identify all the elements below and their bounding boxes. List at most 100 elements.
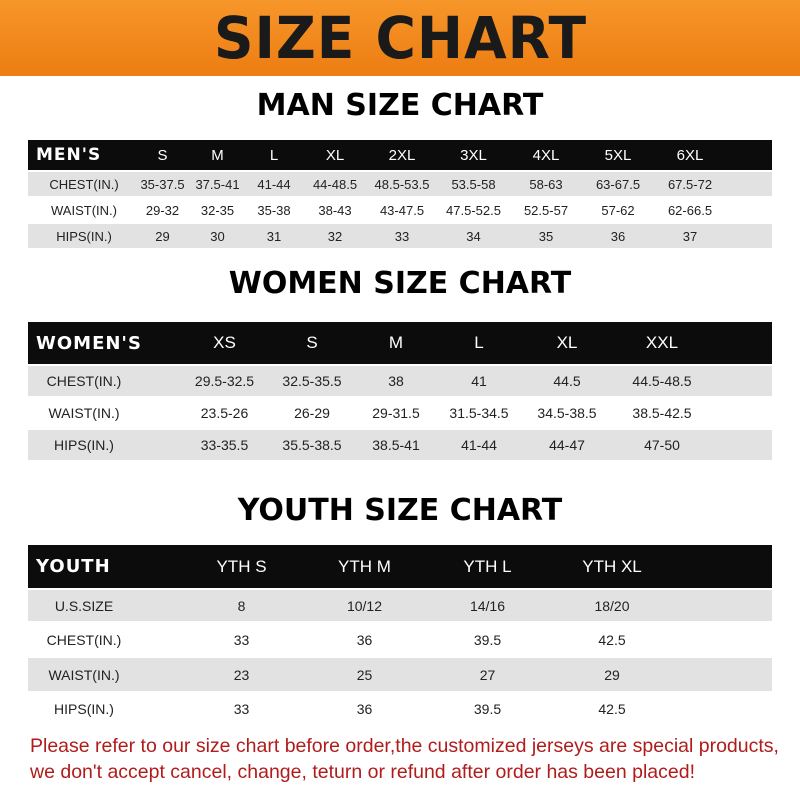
measurement-cell: 47.5-52.5	[446, 202, 501, 218]
notice-line-2: we don't accept cancel, change, teturn o…	[30, 761, 695, 783]
size-header: 4XL	[532, 146, 560, 164]
measurement-cell: 44.5	[553, 373, 581, 389]
measurement-cell: 36	[356, 631, 373, 648]
measurement-cell: 29-31.5	[372, 405, 420, 421]
measurement-cell: 42.5	[598, 701, 626, 717]
table-row: CHEST(IN.) 35-37.5 37.5-41 41-44 44-48.5 48.5…	[28, 172, 772, 196]
banner: SIZE CHART	[0, 0, 800, 76]
measurement-cell: 41-44	[461, 437, 497, 453]
row-label: WAIST(IN.)	[51, 202, 117, 218]
row-label-cell: HIPS(IN.)	[28, 437, 180, 453]
youth-title: YOUTH SIZE CHART	[237, 493, 563, 528]
size-header: 3XL	[460, 146, 487, 164]
size-header: XS	[213, 333, 236, 352]
size-header: S	[306, 333, 318, 352]
size-header: YTH S	[216, 556, 267, 576]
measurement-cell: 25	[356, 666, 373, 683]
row-label: U.S.SIZE	[54, 597, 114, 614]
measurement-cell: 41-44	[257, 176, 291, 192]
row-label-cell: HIPS(IN.)	[28, 229, 135, 244]
measurement-cell: 38-43	[318, 202, 352, 218]
measurement-cell: 29-32	[145, 202, 180, 218]
table-row: HIPS(IN.) 33-35.5 35.5-38.5 38.5-41 41-44 44-…	[28, 430, 772, 460]
measurement-cell: 44-48.5	[312, 176, 358, 192]
measurement-cell: 36	[610, 228, 626, 244]
header-label: YOUTH	[36, 556, 111, 577]
measurement-cell: 33-35.5	[200, 437, 249, 453]
measurement-cell: 26-29	[294, 405, 330, 421]
women-title: WOMEN SIZE CHART	[228, 266, 572, 301]
table-row: CHEST(IN.) 33 36 39.5 42.5	[28, 623, 772, 656]
row-label-cell: U.S.SIZE	[28, 598, 180, 614]
measurement-cell: 58-63	[529, 176, 563, 192]
size-header: S	[157, 146, 168, 164]
measurement-cell: 38	[388, 373, 404, 389]
measurement-cell: 27	[479, 666, 496, 683]
measurement-cell: 42.5	[598, 631, 626, 648]
measurement-cell: 33	[233, 701, 250, 717]
measurement-cell: 29	[155, 228, 170, 244]
measurement-cell: 57-62	[601, 202, 635, 218]
row-label: HIPS(IN.)	[56, 228, 112, 244]
row-label-cell: WAIST(IN.)	[28, 203, 135, 218]
row-label-cell: CHEST(IN.)	[28, 177, 135, 192]
measurement-cell: 35-38	[257, 202, 291, 218]
measurement-cell: 37.5-41	[195, 176, 240, 192]
row-label: HIPS(IN.)	[54, 437, 114, 453]
header-label-cell: WOMEN'S	[28, 333, 180, 354]
measurement-cell: 37	[682, 228, 698, 244]
measurement-cell: 38.5-42.5	[632, 405, 692, 421]
measurement-cell: 34	[466, 228, 481, 244]
size-header: 2XL	[388, 146, 416, 164]
row-label: CHEST(IN.)	[46, 631, 122, 648]
table-row: WAIST(IN.) 29-32 32-35 35-38 38-43 43-47.5 47.…	[28, 198, 772, 222]
measurement-cell: 33	[233, 631, 250, 648]
table-header-row: WOMEN'S XS S M L XL XXL	[28, 322, 772, 364]
measurement-cell: 41	[471, 373, 487, 389]
measurement-cell: 48.5-53.5	[374, 176, 430, 192]
measurement-cell: 29	[604, 666, 620, 683]
table-row: WAIST(IN.) 23 25 27 29	[28, 658, 772, 691]
size-header: L	[474, 333, 484, 352]
measurement-cell: 53.5-58	[451, 176, 496, 192]
men-size-table: MEN'S S M L XL 2XL 3XL 4XL 5XL 6XL CHEST(IN.) 35-37…	[28, 140, 772, 248]
measurement-cell: 8	[237, 597, 246, 614]
measurement-cell: 47-50	[644, 437, 680, 453]
measurement-cell: 10/12	[346, 597, 383, 614]
measurement-cell: 33	[394, 228, 410, 244]
table-header-row: MEN'S S M L XL 2XL 3XL 4XL 5XL 6XL	[28, 140, 772, 170]
row-label-cell: CHEST(IN.)	[28, 632, 180, 648]
size-header: XL	[556, 333, 578, 352]
measurement-cell: 29.5-32.5	[194, 373, 255, 389]
youth-size-table: YOUTH YTH S YTH M YTH L YTH XL U.S.SIZE 8 10/12…	[28, 545, 772, 725]
row-label: CHEST(IN.)	[46, 373, 122, 389]
row-label: WAIST(IN.)	[48, 666, 120, 683]
measurement-cell: 39.5	[473, 701, 502, 717]
size-header: 5XL	[604, 146, 632, 164]
header-label: MEN'S	[36, 145, 102, 165]
size-header: YTH M	[338, 556, 391, 576]
measurement-cell: 32.5-35.5	[282, 373, 342, 389]
notice-line-1: Please refer to our size chart before or…	[30, 735, 779, 757]
row-label-cell: HIPS(IN.)	[28, 701, 180, 717]
size-header: XL	[325, 146, 345, 164]
table-row: HIPS(IN.) 33 36 39.5 42.5	[28, 693, 772, 725]
table-row: CHEST(IN.) 29.5-32.5 32.5-35.5 38 41 44.5 44.5…	[28, 366, 772, 396]
measurement-cell: 43-47.5	[379, 202, 425, 218]
measurement-cell: 52.5-57	[523, 202, 569, 218]
header-label: WOMEN'S	[36, 332, 142, 354]
table-row: HIPS(IN.) 29 30 31 32 33 34 35 36 37	[28, 224, 772, 248]
table-row: U.S.SIZE 8 10/12 14/16 18/20	[28, 590, 772, 621]
measurement-cell: 23.5-26	[200, 405, 249, 421]
row-label: CHEST(IN.)	[49, 176, 119, 192]
order-notice: Please refer to our size chart before or…	[30, 733, 790, 785]
measurement-cell: 23	[233, 666, 250, 683]
measurement-cell: 30	[210, 228, 225, 244]
measurement-cell: 35-37.5	[140, 176, 185, 192]
measurement-cell: 62-66.5	[667, 202, 713, 218]
measurement-cell: 36	[356, 701, 373, 717]
measurement-cell: 44-47	[549, 437, 585, 453]
measurement-cell: 35	[538, 228, 554, 244]
measurement-cell: 35.5-38.5	[282, 437, 342, 453]
table-row: WAIST(IN.) 23.5-26 26-29 29-31.5 31.5-34.5 34…	[28, 398, 772, 428]
